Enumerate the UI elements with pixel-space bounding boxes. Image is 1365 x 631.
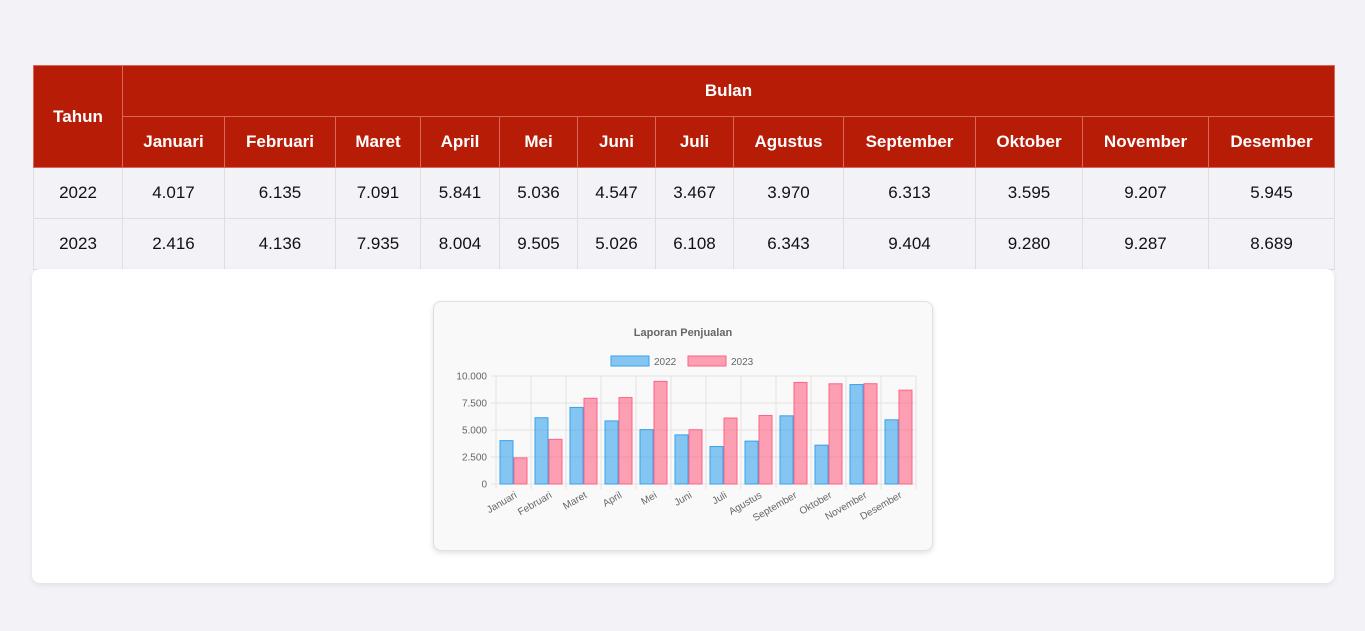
legend-swatch-2023 [687, 355, 727, 367]
year-header: Tahun [33, 65, 123, 168]
bar-2022-juni [674, 434, 689, 485]
bar-2023-april [618, 397, 633, 485]
table-row: 2022 4.017 6.135 7.091 5.841 5.036 4.547 3.467 3… [33, 167, 1336, 219]
table-row: 2023 2.416 4.136 7.935 8.004 9.505 5.026 6.108 6… [33, 218, 1336, 270]
value-cell: 7.935 [335, 218, 421, 270]
value-cell: 9.404 [843, 218, 976, 270]
sales-table: Tahun Bulan Januari Februari Maret April Mei… [33, 65, 1336, 270]
month-header-januari: Januari [122, 116, 225, 168]
value-cell: 9.207 [1082, 167, 1209, 219]
x-tick-label-maret: Maret [561, 490, 589, 512]
bar-2022-oktober [814, 444, 829, 485]
x-tick-label-juni: Juni [673, 490, 694, 509]
bar-2022-maret [569, 406, 584, 485]
value-cell: 5.026 [577, 218, 656, 270]
value-cell: 3.595 [975, 167, 1083, 219]
bar-2022-november [849, 384, 864, 485]
value-cell: 4.136 [224, 218, 336, 270]
value-cell: 6.343 [733, 218, 844, 270]
bar-2023-desember [898, 389, 913, 485]
y-tick-label: 10.000 [456, 372, 487, 383]
month-header-februari: Februari [224, 116, 336, 168]
bar-2022-april [604, 420, 619, 485]
month-header-mei: Mei [499, 116, 578, 168]
bar-2023-juli [723, 417, 738, 485]
bar-2022-januari [499, 440, 514, 485]
bar-2022-februari [534, 417, 549, 485]
bar-2022-agustus [744, 440, 759, 485]
value-cell: 4.547 [577, 167, 656, 219]
value-cell: 3.467 [655, 167, 734, 219]
value-cell: 8.689 [1207, 218, 1336, 270]
bar-2023-februari [548, 438, 563, 485]
bar-2023-mei [653, 380, 668, 485]
x-tick-label-januari: Januari [485, 490, 519, 516]
month-header-juli: Juli [655, 116, 734, 168]
bar-2022-juli [709, 446, 724, 485]
legend-swatch-2022 [610, 355, 650, 367]
bar-2022-mei [639, 429, 654, 485]
value-cell: 6.108 [655, 218, 734, 270]
x-tick-label-juli: Juli [710, 490, 729, 507]
y-tick-label: 5.000 [462, 426, 487, 437]
value-cell: 5.036 [499, 167, 578, 219]
sales-chart-card: Laporan Penjualan 2022 2023 0 2.500 5.000 7.50… [433, 301, 933, 551]
value-cell: 5.841 [420, 167, 500, 219]
value-cell: 6.313 [843, 167, 976, 219]
month-header-desember: Desember [1207, 116, 1336, 168]
value-cell: 2.416 [122, 218, 225, 270]
value-cell: 7.091 [335, 167, 421, 219]
bar-2023-november [863, 383, 878, 485]
value-cell: 4.017 [122, 167, 225, 219]
month-header-juni: Juni [577, 116, 656, 168]
year-cell: 2022 [33, 167, 123, 219]
x-tick-label-februari: Februari [516, 490, 554, 518]
value-cell: 6.135 [224, 167, 336, 219]
month-header-april: April [420, 116, 500, 168]
value-cell: 3.970 [733, 167, 844, 219]
value-cell: 9.287 [1082, 218, 1209, 270]
chart-title: Laporan Penjualan [634, 327, 733, 339]
bar-2023-maret [583, 397, 598, 485]
bar-2023-agustus [758, 414, 773, 485]
bar-2022-september [779, 415, 794, 485]
value-cell: 5.945 [1207, 167, 1336, 219]
bar-2023-januari [513, 457, 528, 485]
chart-section: Laporan Penjualan 2022 2023 0 2.500 5.000 7.50… [32, 269, 1334, 583]
value-cell: 9.505 [499, 218, 578, 270]
year-cell: 2023 [33, 218, 123, 270]
month-header-september: September [843, 116, 976, 168]
month-header-agustus: Agustus [733, 116, 844, 168]
y-tick-label: 0 [481, 480, 487, 491]
bar-2023-september [793, 381, 808, 485]
legend-label-2023: 2023 [731, 357, 754, 368]
y-tick-label: 2.500 [462, 453, 487, 464]
bar-2023-oktober [828, 383, 843, 485]
month-header-oktober: Oktober [975, 116, 1083, 168]
value-cell: 9.280 [975, 218, 1083, 270]
sales-bar-chart: Laporan Penjualan 2022 2023 0 2.500 5.000 7.50… [456, 327, 917, 524]
y-tick-label: 7.500 [462, 399, 487, 410]
legend-label-2022: 2022 [654, 357, 677, 368]
x-tick-label-april: April [601, 490, 624, 510]
month-group-header: Bulan [121, 65, 1336, 117]
bar-2022-desember [884, 419, 899, 485]
value-cell: 8.004 [420, 218, 500, 270]
x-tick-label-mei: Mei [640, 490, 659, 508]
month-header-november: November [1082, 116, 1209, 168]
month-header-maret: Maret [335, 116, 421, 168]
bar-2023-juni [688, 429, 703, 485]
